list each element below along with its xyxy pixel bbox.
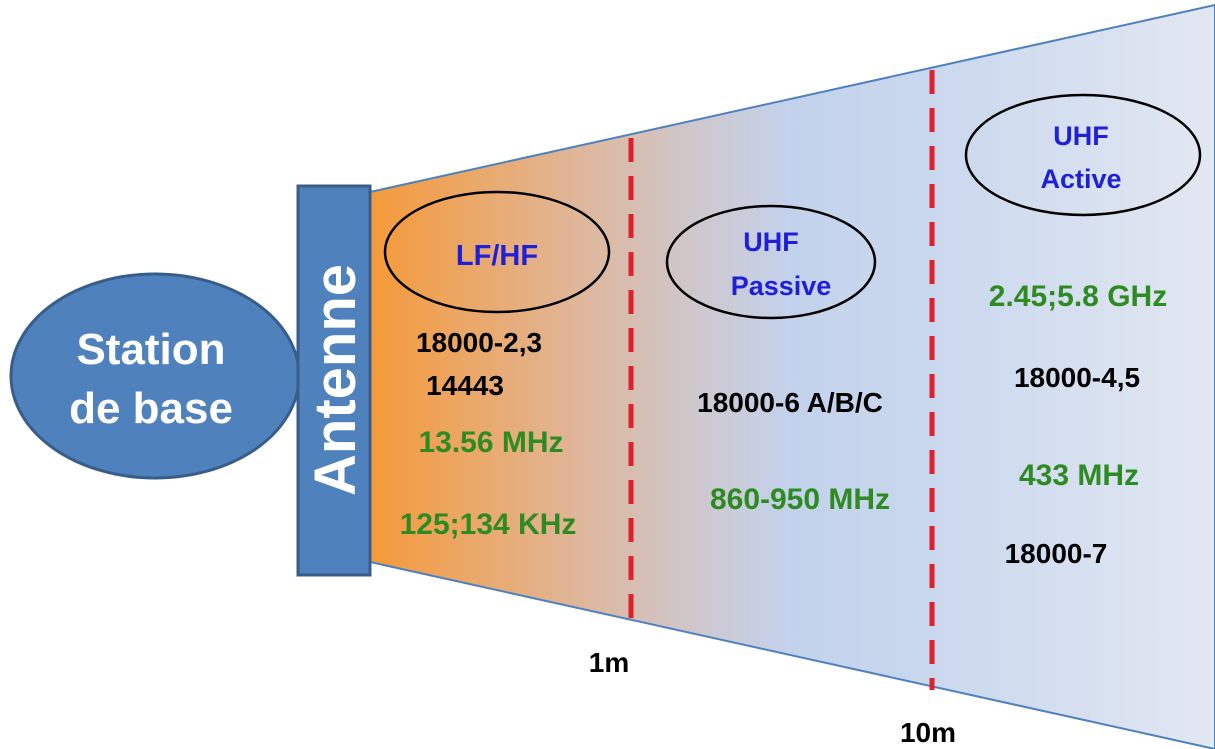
uhf-passive-frequency: 860-950 MHz [710, 483, 890, 516]
uhf-passive-ellipse [665, 204, 877, 320]
distance-label-1m: 1m [589, 647, 629, 678]
lfhf-frequency-1: 13.56 MHz [418, 426, 563, 459]
lfhf-standard-1: 18000-2,3 [416, 327, 542, 358]
uhf-active-title-line1: UHF [1053, 121, 1109, 151]
base-station-label-line1: Station [76, 325, 225, 374]
uhf-passive-title-line1: UHF [743, 227, 799, 257]
uhf-active-title-line2: Active [1040, 164, 1121, 194]
uhf-passive-standard: 18000-6 A/B/C [697, 387, 883, 418]
uhf-active-frequency-2: 433 MHz [1019, 459, 1139, 492]
antenna-label: Antenne [303, 264, 368, 496]
uhf-active-standard-1: 18000-4,5 [1014, 362, 1140, 393]
lfhf-ellipse [383, 190, 611, 314]
uhf-active-standard-2: 18000-7 [1005, 538, 1108, 569]
lfhf-standard-2: 14443 [426, 370, 504, 401]
base-station-label-line2: de base [69, 384, 233, 433]
uhf-active-frequency-1: 2.45;5.8 GHz [989, 280, 1167, 313]
distance-label-10m: 10m [900, 717, 956, 748]
uhf-active-ellipse [964, 93, 1202, 217]
lfhf-frequency-2: 125;134 KHz [400, 508, 577, 541]
lfhf-title: LF/HF [456, 240, 538, 272]
base-station-ellipse [9, 272, 301, 480]
uhf-passive-title-line2: Passive [731, 271, 832, 301]
antenna-bar [296, 184, 372, 577]
